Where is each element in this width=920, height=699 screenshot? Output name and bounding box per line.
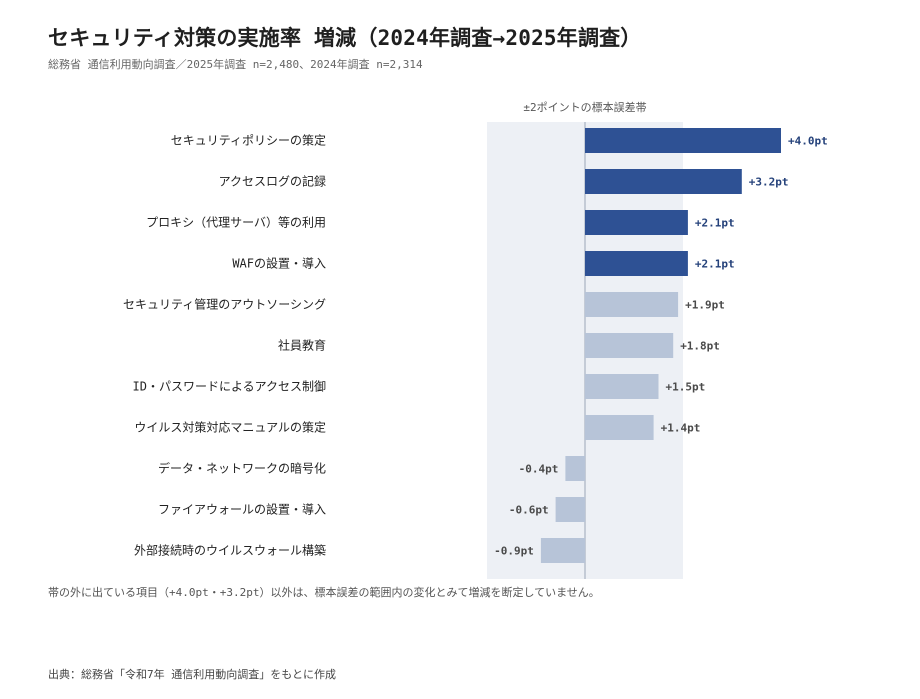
value-label: +1.4pt: [661, 422, 701, 435]
category-label: ファイアウォールの設置・導入: [158, 502, 326, 517]
category-label: 外部接続時のウイルスウォール構築: [134, 543, 326, 558]
category-label: セキュリティポリシーの策定: [171, 133, 326, 148]
category-label: ID・パスワードによるアクセス制御: [133, 379, 327, 394]
bar: [555, 497, 585, 522]
category-label: データ・ネットワークの暗号化: [158, 461, 326, 476]
bar: [585, 292, 679, 317]
chart-subtitle: 総務省 通信利用動向調査／2025年調査 n=2,480、2024年調査 n=2…: [48, 58, 423, 71]
value-label: +1.8pt: [680, 340, 720, 353]
bar: [585, 251, 688, 276]
value-label: +3.2pt: [749, 176, 789, 189]
bar: [585, 374, 659, 399]
value-label: +4.0pt: [788, 135, 828, 148]
value-label: +2.1pt: [695, 258, 735, 271]
category-label: セキュリティ管理のアウトソーシング: [123, 297, 326, 312]
bar: [540, 538, 585, 563]
value-label: +1.5pt: [666, 381, 706, 394]
error-band-label: ±2ポイントの標本誤差帯: [523, 100, 646, 114]
bar: [565, 456, 585, 481]
value-label: -0.4pt: [519, 463, 559, 476]
bar: [585, 210, 688, 235]
value-label: -0.6pt: [509, 504, 549, 517]
bar: [585, 169, 742, 194]
chart-title: セキュリティ対策の実施率 増減（2024年調査→2025年調査）: [48, 26, 642, 50]
category-label: アクセスログの記録: [219, 174, 326, 189]
chart-note: 帯の外に出ている項目（+4.0pt・+3.2pt）以外は、標本誤差の範囲内の変化…: [48, 586, 600, 599]
bar: [585, 415, 654, 440]
value-label: -0.9pt: [494, 545, 534, 558]
value-label: +2.1pt: [695, 217, 735, 230]
source-note: 出典：総務省「令和7年 通信利用動向調査」をもとに作成: [48, 668, 337, 681]
bar: [585, 333, 674, 358]
category-label: プロキシ（代理サーバ）等の利用: [146, 216, 326, 230]
category-label: ウイルス対策対応マニュアルの策定: [134, 420, 326, 435]
category-label: WAFの設置・導入: [232, 256, 326, 271]
category-label: 社員教育: [278, 338, 326, 353]
bar: [585, 128, 781, 153]
value-label: +1.9pt: [685, 299, 725, 312]
